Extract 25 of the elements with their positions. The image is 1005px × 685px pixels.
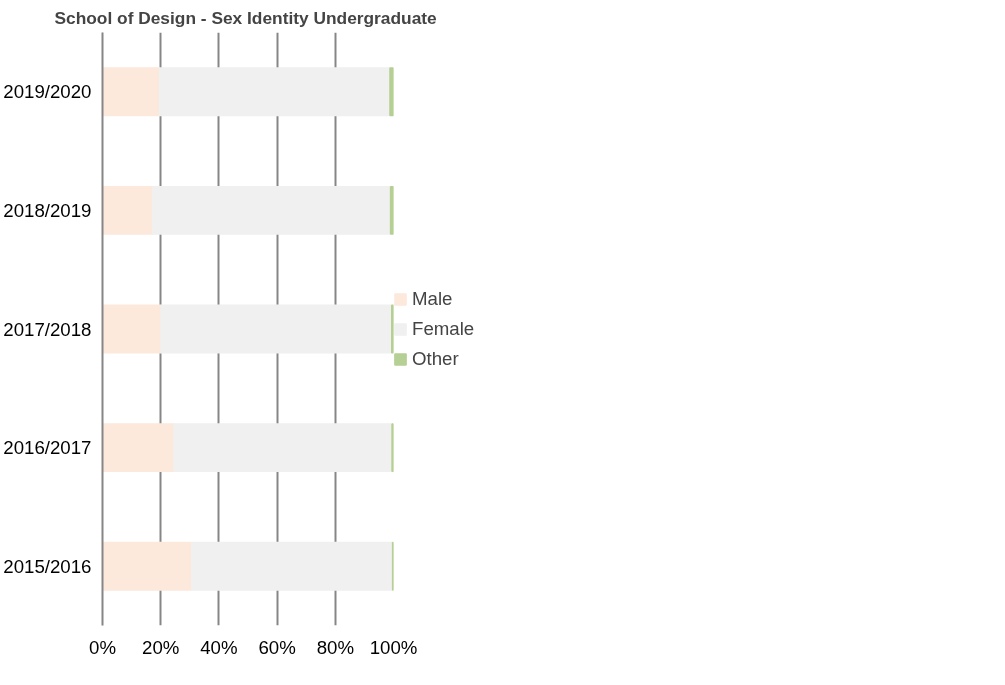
x-tick-label: 0% — [89, 636, 116, 658]
legend-label: Female — [412, 317, 475, 340]
bar — [102, 541, 193, 591]
x-tick-label: 20% — [142, 636, 180, 658]
y-tick-label: 2016/2017 — [3, 437, 92, 459]
bar — [152, 185, 392, 235]
y-tick-label: 2019/2020 — [3, 81, 92, 103]
legend-label: Other — [412, 347, 459, 370]
bar — [389, 67, 394, 117]
x-tick-label: 80% — [316, 636, 354, 658]
bar — [102, 423, 175, 473]
y-tick-label: 2015/2016 — [3, 555, 92, 577]
bar — [102, 185, 154, 235]
x-tick-label: 40% — [200, 636, 238, 658]
legend-label: Male — [412, 287, 453, 310]
bar — [102, 304, 162, 354]
bar — [191, 541, 394, 591]
bar — [173, 423, 393, 473]
y-tick-label: 2018/2019 — [3, 199, 92, 221]
x-tick-label: 60% — [258, 636, 296, 658]
x-tick-label: 100% — [369, 636, 418, 658]
y-tick-label: 2017/2018 — [3, 318, 92, 340]
bar — [102, 67, 161, 117]
bar — [158, 67, 391, 117]
chart-title: School of Design - Sex Identity Undergraduate — [54, 7, 438, 28]
